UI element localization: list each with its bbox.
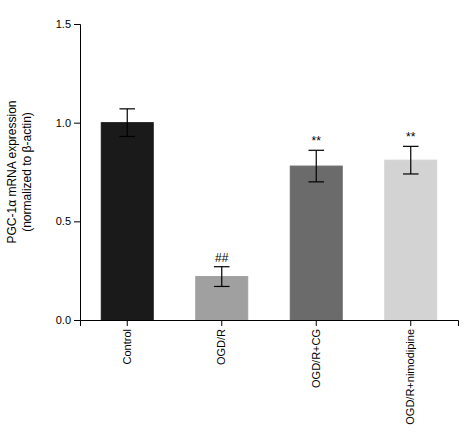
x-tick-label: OGD/R+CG: [310, 329, 322, 388]
marks: [101, 109, 436, 320]
x-tick: OGD/R: [215, 320, 227, 365]
significance-marker: **: [312, 134, 322, 148]
error-cap-top: [403, 146, 419, 147]
bar: [290, 166, 342, 320]
x-tick-label: OGD/R: [215, 329, 227, 365]
x-tick: OGD/R+CG: [310, 320, 322, 388]
error-stem: [316, 150, 317, 182]
y-tick-label: 0.0: [56, 314, 71, 326]
significance-marker: ##: [215, 251, 229, 265]
y-tick-mark: [74, 221, 80, 222]
x-axis: Control OGD/R OGD/R+CG OGD/R+nimodipine: [81, 320, 459, 425]
x-tick-mark: [410, 320, 411, 326]
y-tick-label: 0.5: [56, 215, 71, 227]
y-axis-title-line: (normalized to β-actin): [20, 112, 34, 232]
error-cap-bottom: [214, 286, 230, 287]
y-tick: 1.0: [56, 117, 80, 129]
error-cap-bottom: [119, 136, 135, 137]
x-tick-label: OGD/R+nimodipine: [404, 329, 416, 425]
y-axis-title-line: PGC-1α mRNA expression: [5, 101, 19, 244]
x-tick-mark: [221, 320, 222, 326]
error-bar: [403, 146, 419, 174]
error-cap-top: [214, 266, 230, 267]
error-cap-top: [119, 108, 135, 109]
error-stem: [221, 267, 222, 287]
x-tick: Control: [121, 320, 133, 364]
plot: ## ** ** 0.0 0.5 1.0 1.5 Control OGD/R OGD/R+CG OG…: [5, 18, 459, 425]
x-tick-mark: [127, 320, 128, 326]
error-cap-bottom: [403, 173, 419, 174]
bar: [101, 123, 153, 320]
significance-markers: ## ** **: [215, 130, 416, 264]
error-bar: [308, 150, 324, 182]
y-axis: 0.0 0.5 1.0 1.5: [56, 18, 81, 326]
y-tick-label: 1.5: [56, 18, 71, 30]
y-tick-mark: [74, 123, 80, 124]
y-tick-mark: [74, 24, 80, 25]
y-tick: 1.5: [56, 18, 80, 30]
error-stem: [410, 146, 411, 174]
y-axis-title: PGC-1α mRNA expression(normalized to β-a…: [5, 101, 34, 244]
y-axis-line: [74, 25, 81, 321]
chart: ## ** ** 0.0 0.5 1.0 1.5 Control OGD/R OGD/R+CG OG…: [0, 0, 474, 440]
x-axis-line: [81, 321, 459, 327]
error-bar: [119, 109, 135, 137]
y-tick-label: 1.0: [56, 117, 71, 129]
y-tick-mark: [74, 320, 80, 321]
error-bar: [214, 267, 230, 287]
significance-marker: **: [406, 130, 416, 144]
error-cap-bottom: [308, 181, 324, 182]
x-tick: OGD/R+nimodipine: [404, 320, 416, 425]
y-tick: 0.0: [56, 314, 80, 326]
bar: [385, 160, 437, 320]
y-tick: 0.5: [56, 215, 80, 227]
error-stem: [127, 109, 128, 137]
x-tick-label: Control: [121, 329, 133, 364]
x-tick-mark: [316, 320, 317, 326]
error-cap-top: [308, 150, 324, 151]
